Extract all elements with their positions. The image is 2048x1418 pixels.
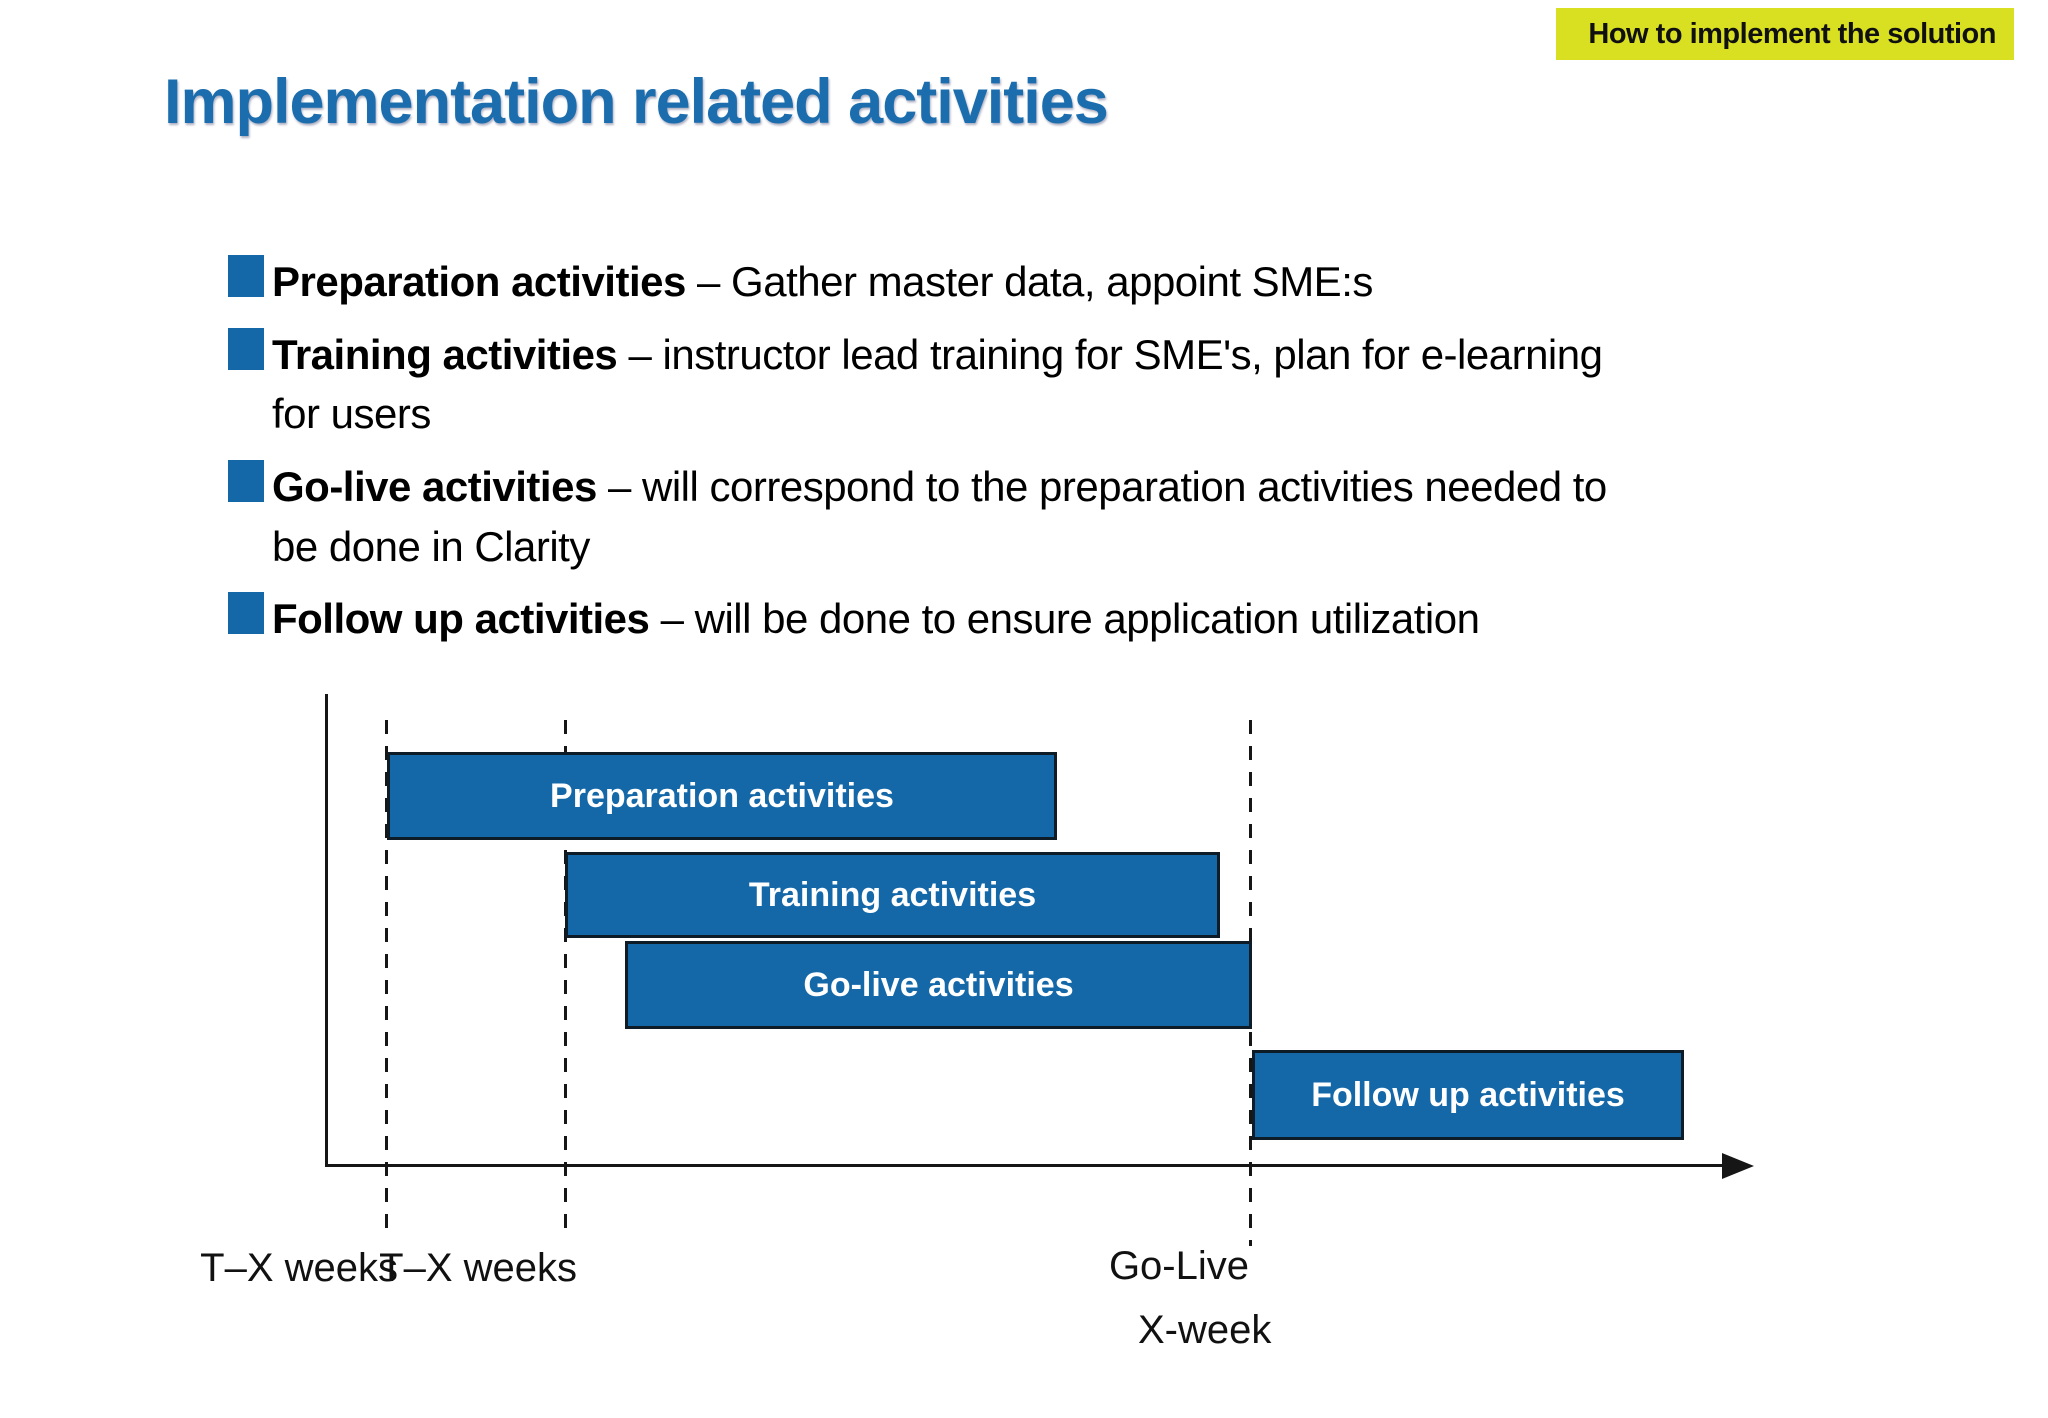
bullet-dash: – (628, 330, 652, 378)
axis-label-tminusx-2: T–X weeks (379, 1246, 577, 1290)
bullet-description: will correspond to the preparation activ… (642, 462, 1607, 510)
section-tag: How to implement the solution (1556, 8, 2014, 60)
bullet-item-golive: Go-live activities – will correspond to … (228, 457, 2028, 576)
bullet-term: Go-live activities (272, 462, 597, 510)
axis-horizontal (325, 1164, 1729, 1167)
bullet-square-icon (228, 327, 264, 370)
bullet-list: Preparation activities – Gather master d… (228, 252, 2028, 662)
bullet-term: Follow up activities (272, 595, 650, 643)
bullet-description: will be done to ensure application utili… (694, 595, 1480, 643)
bullet-dash: – (607, 462, 631, 510)
milestone-dashed-line-2 (564, 720, 567, 1228)
bullet-dash: – (697, 258, 720, 305)
gantt-bar-label: Training activities (748, 875, 1037, 914)
bullet-description: Gather master data, appoint SME:s (731, 258, 1373, 305)
axis-label-xweek: X-week (1138, 1308, 1272, 1352)
gantt-bar-label: Go-live activities (803, 965, 1074, 1004)
gantt-bar-training: Training activities (565, 852, 1220, 938)
bullet-square-icon (228, 459, 264, 502)
bullet-description: instructor lead training for SME's, plan… (662, 330, 1603, 378)
gantt-bar-golive: Go-live activities (625, 941, 1252, 1029)
bullet-term: Training activities (272, 330, 618, 378)
bullet-item-preparation: Preparation activities – Gather master d… (228, 252, 2028, 312)
gantt-bar-label: Follow up activities (1311, 1075, 1625, 1114)
bullet-square-icon (228, 255, 264, 297)
axis-label-tminusx-1: T–X weeks (200, 1246, 398, 1290)
gantt-bar-preparation: Preparation activities (387, 752, 1057, 840)
milestone-dashed-line-1 (385, 720, 388, 1228)
page-title: Implementation related activities (164, 67, 1109, 137)
bullet-dash: – (660, 595, 684, 643)
bullet-item-training: Training activities – instructor lead tr… (228, 325, 2028, 444)
bullet-description-wrap: for users (272, 390, 431, 438)
bullet-square-icon (228, 592, 264, 635)
axis-label-golive: Go-Live (1108, 1244, 1249, 1288)
axis-vertical (325, 694, 328, 1167)
bullet-item-followup: Follow up activities – will be done to e… (228, 589, 2028, 649)
bullet-term: Preparation activities (272, 258, 686, 305)
gantt-bar-followup: Follow up activities (1252, 1050, 1684, 1140)
axis-arrowhead-icon (1722, 1152, 1754, 1179)
bullet-description-wrap: be done in Clarity (272, 522, 590, 570)
gantt-bar-label: Preparation activities (550, 776, 894, 815)
section-tag-label: How to implement the solution (1588, 17, 1996, 50)
